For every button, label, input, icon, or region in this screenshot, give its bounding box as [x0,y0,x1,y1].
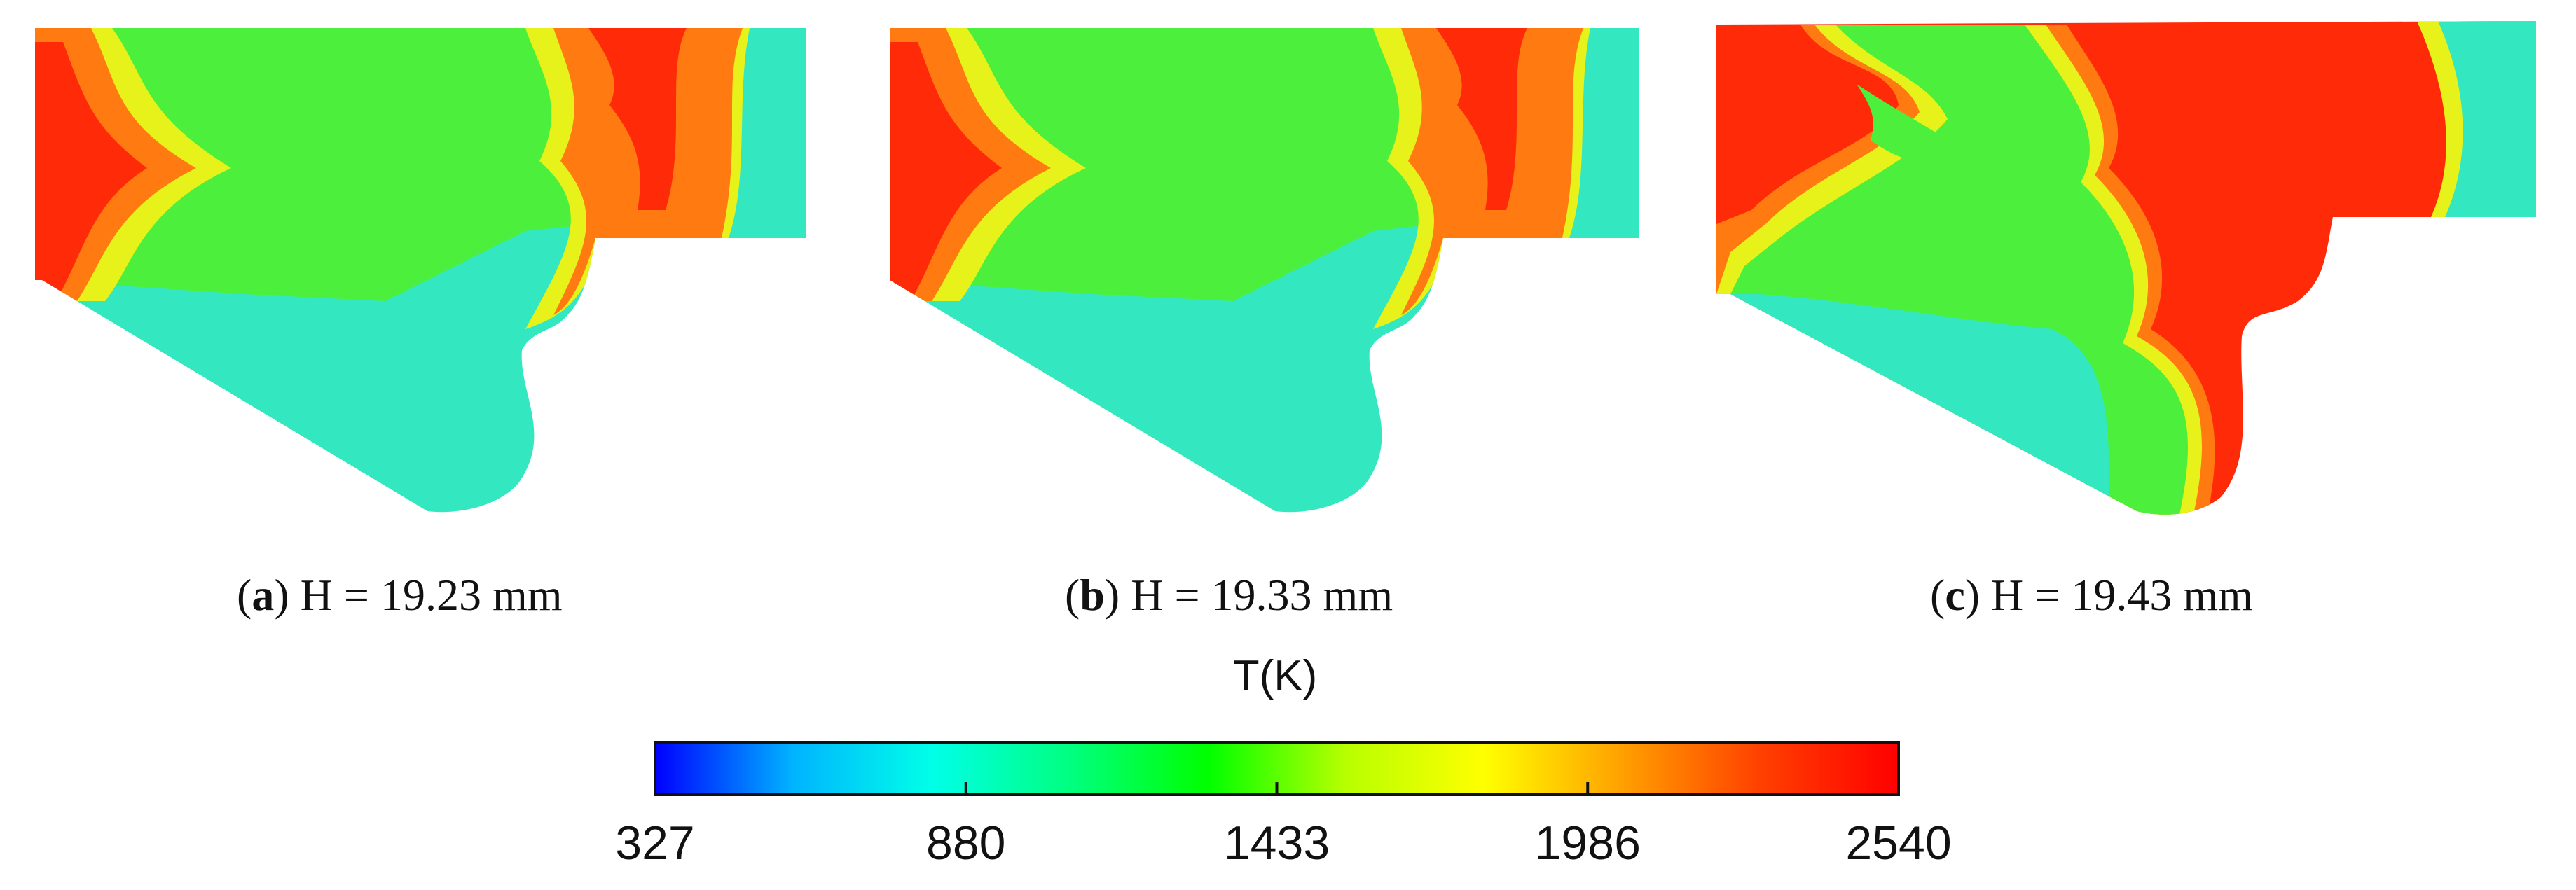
colorbar-tick-label: 1986 [1534,816,1641,870]
panel-b-caption: (b) H = 19.33 mm [1065,570,1393,620]
panel-a-caption: (a) H = 19.23 mm [237,570,563,620]
colorbar-ticks [964,782,1590,795]
colorbar-tick-label: 2540 [1845,816,1952,870]
panel-label: H = 19.23 mm [300,570,563,620]
colorbar-tick-label: 1433 [1223,816,1330,870]
colorbar-title: T(K) [1232,652,1318,700]
colorbar-tick-label: 327 [615,816,695,870]
panel-letter: b [1080,570,1105,620]
panel-letter: a [252,570,275,620]
contour-panel-a [35,28,806,513]
temperature-contour-panels [35,21,2536,515]
contour-panel-b [890,28,1639,513]
contour-panel-c [1716,21,2536,515]
colorbar-gradient [654,741,1900,796]
panel-label: H = 19.33 mm [1131,570,1393,620]
panel-c-caption: (c) H = 19.43 mm [1930,570,2253,620]
panel-label: H = 19.43 mm [1991,570,2253,620]
panel-letter: c [1945,570,1965,620]
colorbar-tick-label: 880 [926,816,1006,870]
